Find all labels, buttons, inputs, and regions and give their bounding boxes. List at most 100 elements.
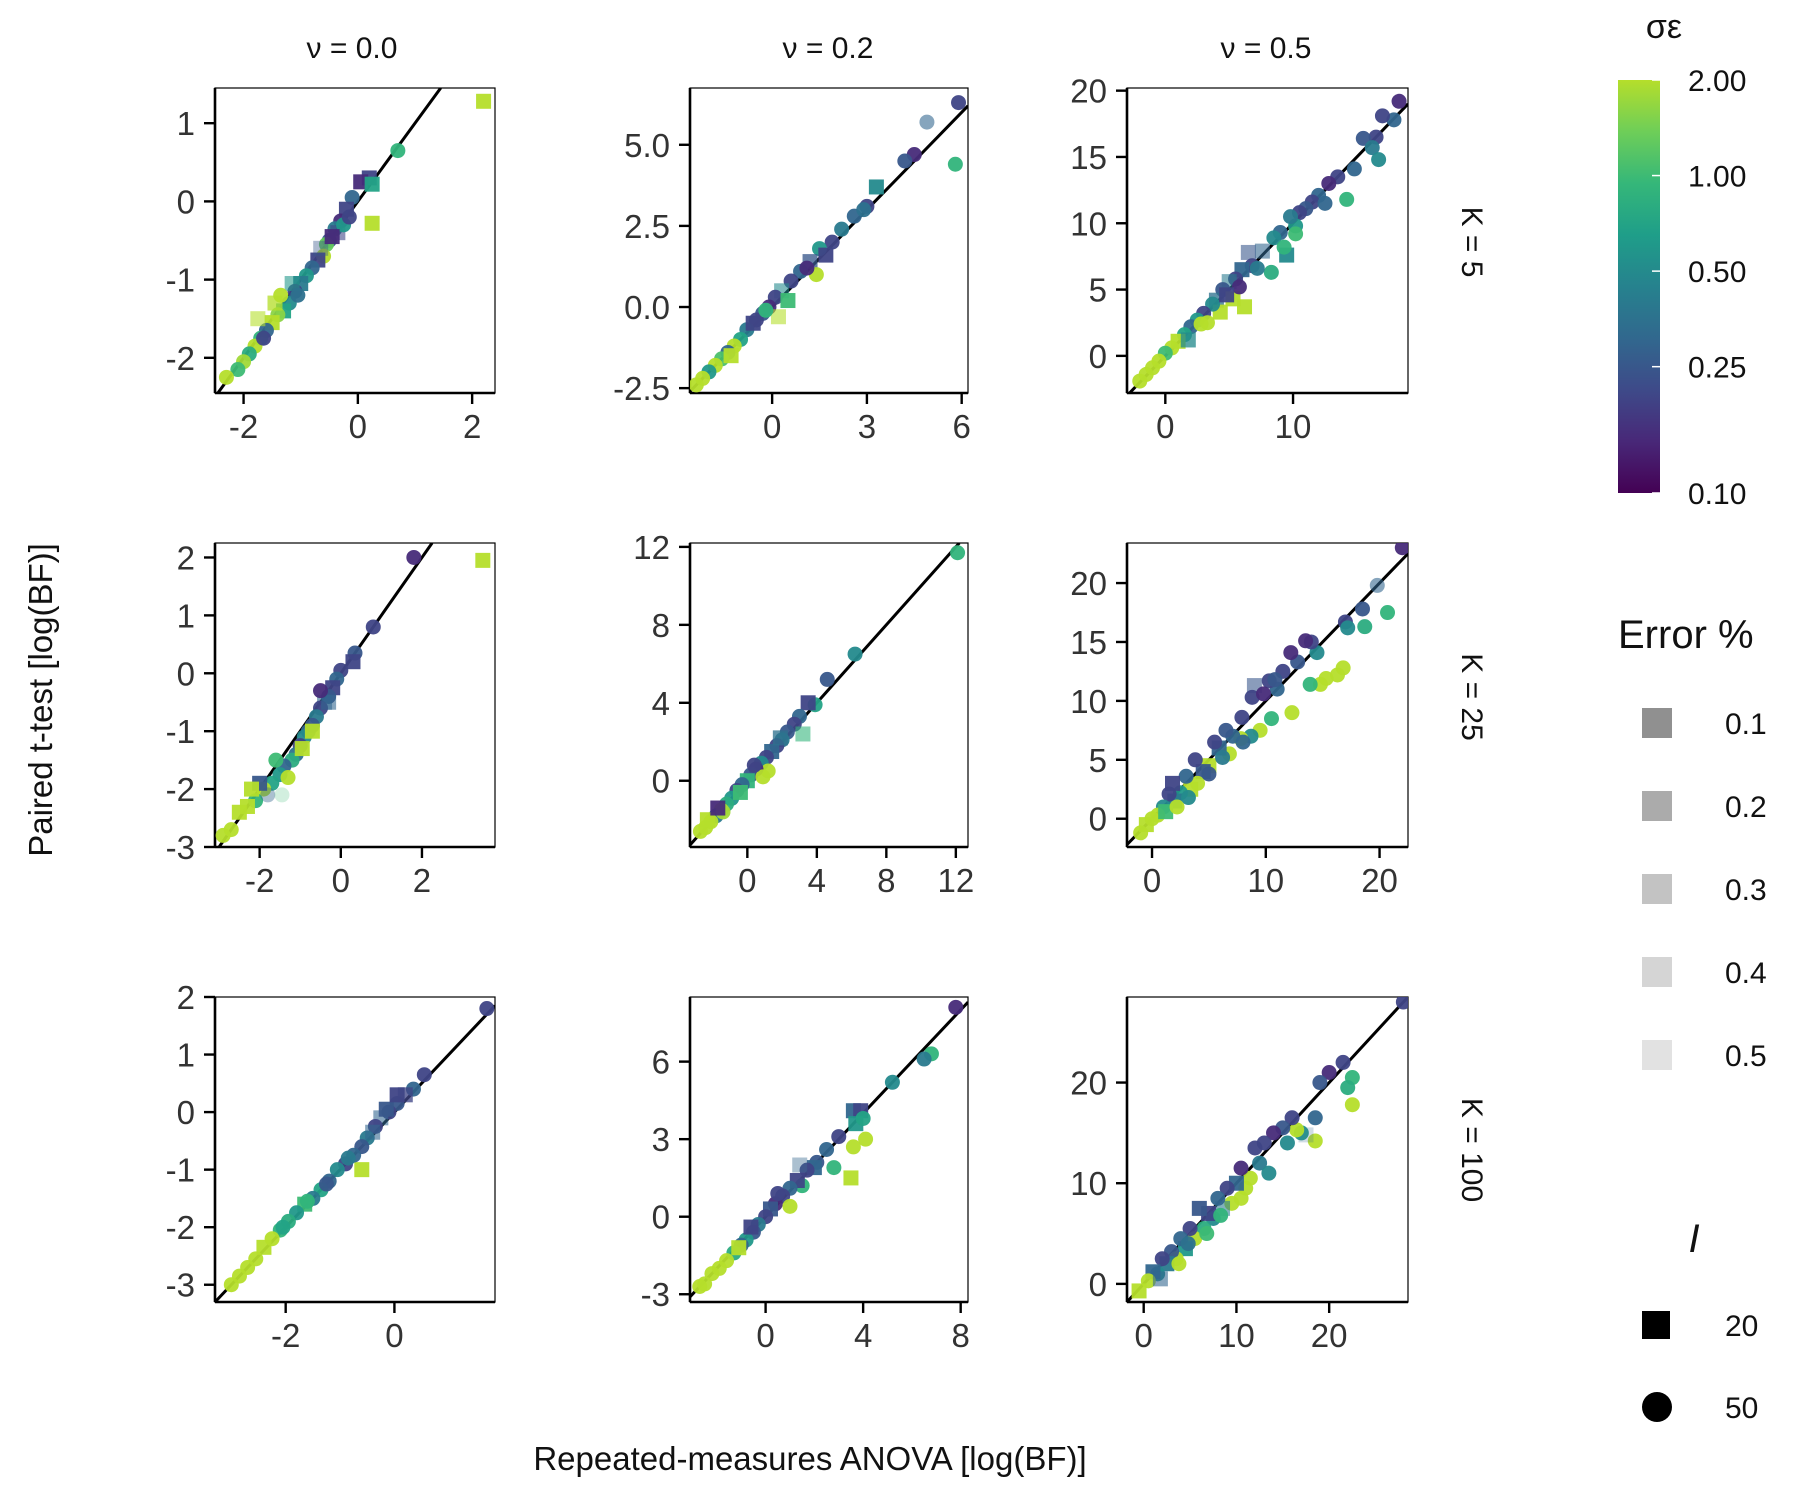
- data-point-circle: [1307, 1110, 1323, 1126]
- data-point-circle: [340, 1150, 356, 1166]
- error-legend-label: 0.5: [1725, 1040, 1767, 1073]
- data-point-circle: [1302, 676, 1318, 692]
- y-tick-label: 0: [177, 655, 195, 692]
- data-point-circle: [782, 1198, 798, 1214]
- x-tick-label: 8: [952, 1317, 970, 1354]
- data-point-circle: [1364, 140, 1380, 156]
- data-point-circle: [1180, 790, 1196, 806]
- data-point-square: [1165, 775, 1181, 791]
- data-point-circle: [1374, 108, 1390, 124]
- data-point-circle: [1256, 686, 1272, 702]
- data-point-circle: [692, 823, 708, 839]
- y-tick-label: 0: [1089, 338, 1107, 375]
- data-point-circle: [275, 1219, 291, 1235]
- x-tick-label: 0: [756, 1317, 774, 1354]
- scatter-panel-2-1: 0 4 8 6 3 0 -3: [641, 996, 970, 1354]
- data-point-square: [256, 1239, 272, 1255]
- data-point-circle: [1284, 705, 1300, 721]
- y-tick-label: 8: [652, 607, 670, 644]
- data-point-circle: [947, 156, 963, 172]
- x-tick-label: 10: [1275, 408, 1312, 445]
- data-point-circle: [1276, 239, 1292, 255]
- x-tick-label: 10: [1218, 1317, 1255, 1354]
- y-tick-label: 0: [652, 1199, 670, 1236]
- x-tick-label: -2: [271, 1317, 300, 1354]
- data-point-square: [772, 730, 788, 746]
- y-tick-label: 6: [652, 1044, 670, 1081]
- data-point-circle: [1279, 1135, 1295, 1151]
- x-tick-label: 0: [1156, 408, 1174, 445]
- data-point-circle: [916, 1051, 932, 1067]
- data-point-circle: [1193, 316, 1209, 332]
- x-tick-label: 6: [953, 408, 971, 445]
- data-point-circle: [1289, 1122, 1305, 1138]
- data-point-square: [353, 174, 369, 190]
- data-point-circle: [1218, 722, 1234, 738]
- data-point-square: [770, 309, 786, 325]
- data-point-square: [843, 1170, 859, 1186]
- data-point-square: [364, 215, 380, 231]
- points-layer: [223, 1001, 495, 1293]
- row-title-1: K = 25: [1455, 653, 1488, 741]
- data-point-circle: [950, 545, 966, 561]
- i-legend: I 20 50: [1642, 1217, 1758, 1425]
- row-title-2: K = 100: [1455, 1098, 1488, 1202]
- x-axis-label: Repeated-measures ANOVA [log(BF)]: [533, 1440, 1086, 1477]
- points-layer: [1133, 543, 1408, 841]
- column-title-1: ν = 0.2: [783, 32, 874, 65]
- data-point-square: [710, 800, 726, 816]
- scatter-panel-1-0: -2 0 2 2 1 0 -1 -2 -3: [166, 539, 496, 899]
- y-tick-label: -2.5: [613, 370, 670, 407]
- data-point-circle: [1169, 799, 1185, 815]
- error-legend: Error % 0.1 0.2 0.3 0.4 0.5: [1618, 613, 1767, 1073]
- y-tick-label: 0: [177, 1094, 195, 1131]
- error-legend-label: 0.1: [1725, 708, 1767, 741]
- data-point-square: [378, 1101, 394, 1117]
- y-tick-label: 1: [177, 105, 195, 142]
- i-legend-label: 20: [1725, 1310, 1758, 1343]
- x-tick-label: 12: [937, 862, 974, 899]
- data-point-circle: [1132, 373, 1148, 389]
- x-tick-label: 0: [738, 862, 756, 899]
- data-point-circle: [948, 999, 964, 1015]
- data-point-circle: [819, 1142, 835, 1157]
- y-tick-label: -1: [166, 1152, 195, 1189]
- points-layer: [1131, 997, 1408, 1299]
- data-point-circle: [1391, 93, 1407, 109]
- data-point-circle: [274, 787, 290, 803]
- data-point-square: [284, 276, 300, 292]
- y-tick-label: 20: [1070, 73, 1107, 110]
- data-point-circle: [1215, 749, 1231, 765]
- x-tick-label: 0: [763, 408, 781, 445]
- data-point-square: [868, 179, 884, 195]
- y-tick-label: 10: [1070, 683, 1107, 720]
- data-point-square: [294, 741, 310, 757]
- data-point-square: [795, 726, 811, 742]
- data-point-circle: [215, 827, 231, 843]
- y-tick-label: -2: [166, 1209, 195, 1246]
- y-axis-label: Paired t-test [log(BF)]: [22, 543, 59, 857]
- colorbar-tick-label: 0.10: [1688, 478, 1746, 511]
- data-point-circle: [1355, 130, 1371, 146]
- error-legend-swatch: [1642, 708, 1672, 738]
- data-point-square: [365, 1124, 381, 1140]
- y-tick-label: -2: [166, 340, 195, 377]
- error-legend-label: 0.2: [1725, 791, 1767, 824]
- data-point-circle: [1263, 711, 1279, 727]
- x-tick-label: 8: [877, 862, 895, 899]
- data-point-square: [1237, 299, 1253, 315]
- y-tick-label: 0: [652, 763, 670, 800]
- y-tick-label: 5.0: [624, 127, 670, 164]
- data-point-square: [1219, 287, 1235, 303]
- points-layer: [218, 93, 492, 385]
- data-point-square: [1131, 1283, 1147, 1299]
- data-point-circle: [1171, 1256, 1187, 1272]
- data-point-circle: [1321, 175, 1337, 191]
- data-point-circle: [416, 1067, 432, 1083]
- colorbar-tick-label: 2.00: [1688, 65, 1746, 98]
- y-tick-label: 2.5: [624, 208, 670, 245]
- data-point-circle: [344, 189, 360, 205]
- y-tick-label: 5: [1089, 742, 1107, 779]
- data-point-circle: [1335, 1054, 1351, 1070]
